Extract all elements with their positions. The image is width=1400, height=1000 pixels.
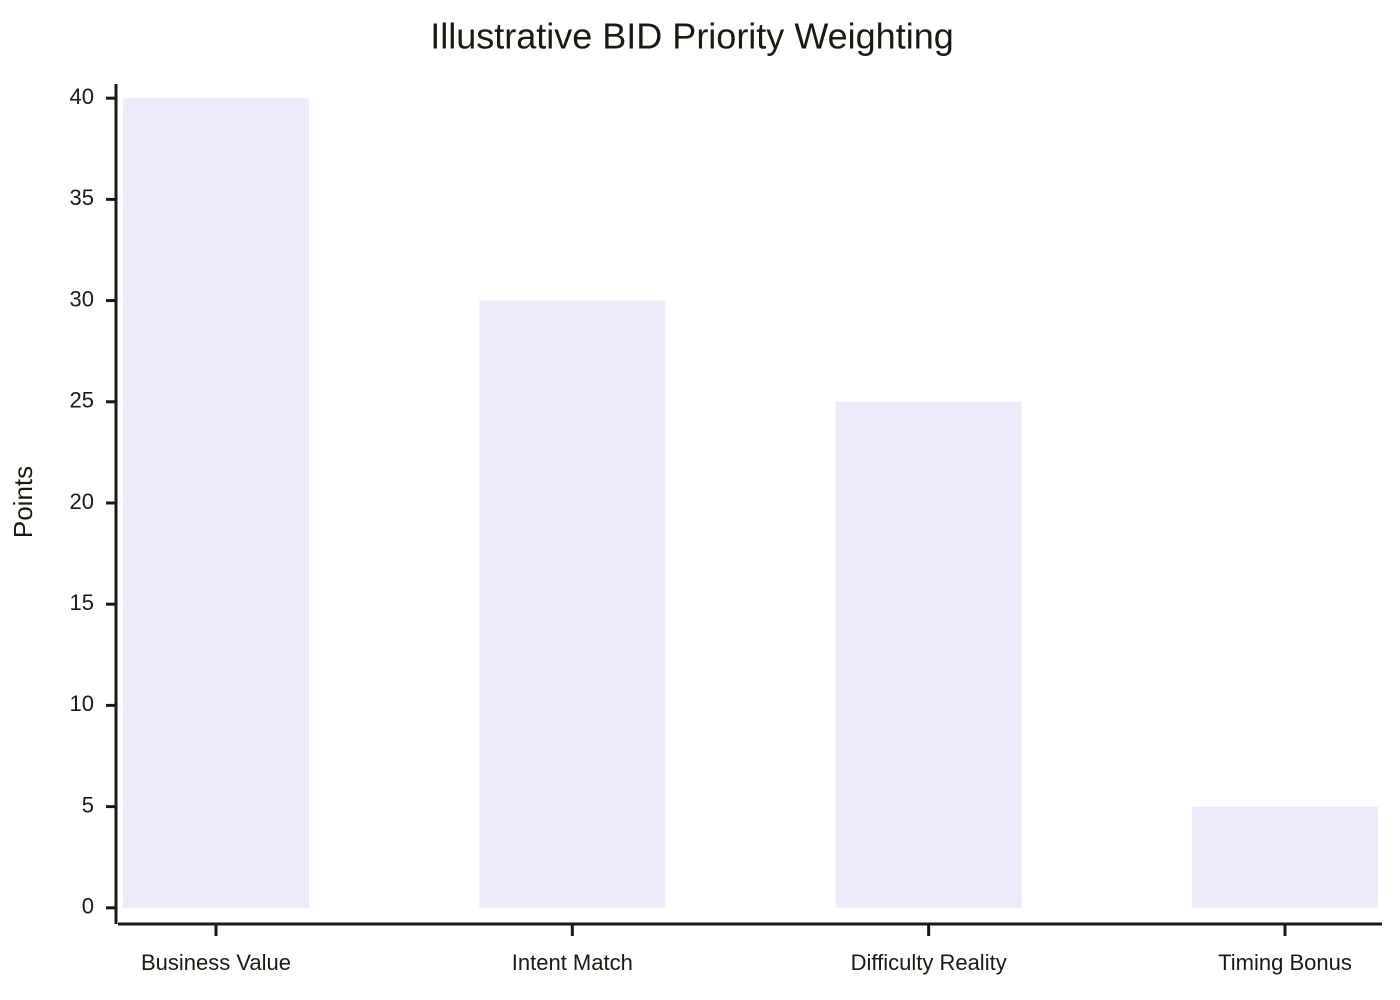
y-tick-label: 30 xyxy=(70,286,94,311)
y-tick-label: 40 xyxy=(70,84,94,109)
x-tick-label: Timing Bonus xyxy=(1218,950,1352,975)
y-tick-label: 0 xyxy=(82,894,94,919)
y-tick-label: 5 xyxy=(82,792,94,817)
chart-title: Illustrative BID Priority Weighting xyxy=(430,16,954,57)
bar xyxy=(123,98,309,908)
x-tick-label: Difficulty Reality xyxy=(851,950,1007,975)
y-tick-label: 35 xyxy=(70,185,94,210)
y-tick-label: 15 xyxy=(70,590,94,615)
y-axis-label: Points xyxy=(8,466,38,538)
bar xyxy=(1191,806,1378,908)
y-tick-label: 10 xyxy=(70,691,94,716)
bar xyxy=(479,300,666,908)
y-tick-label: 25 xyxy=(70,388,94,413)
x-tick-label: Business Value xyxy=(141,950,291,975)
bar xyxy=(835,401,1022,908)
y-tick-label: 20 xyxy=(70,489,94,514)
x-tick-label: Intent Match xyxy=(512,950,633,975)
